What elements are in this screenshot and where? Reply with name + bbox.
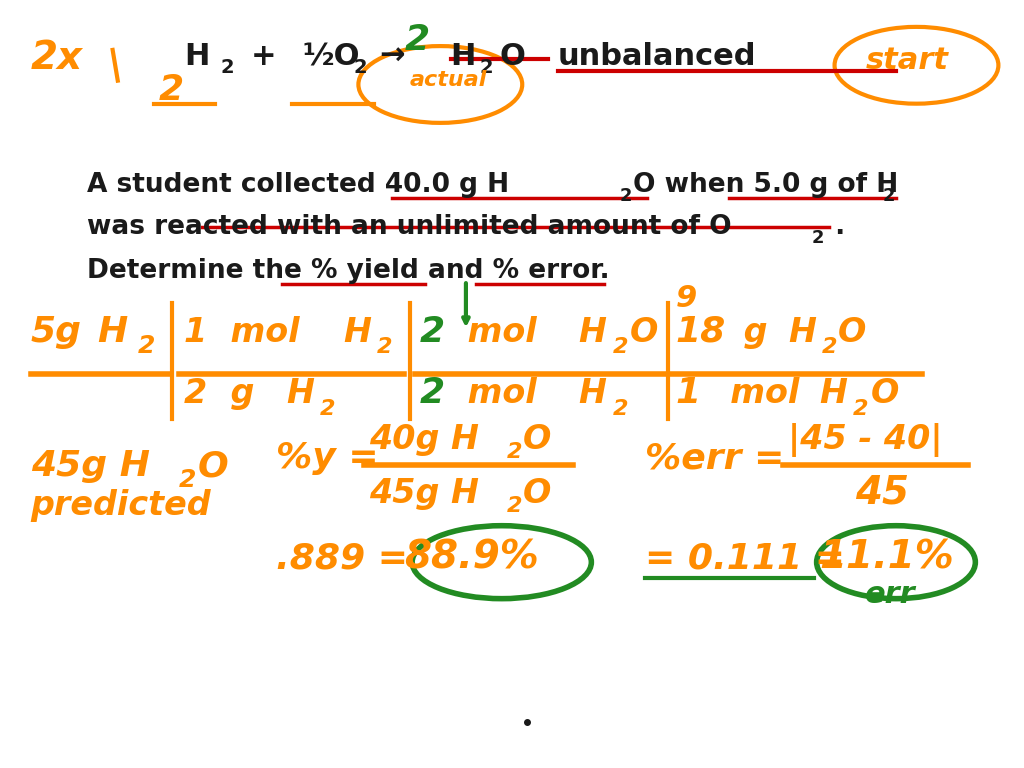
Text: actual: actual xyxy=(410,70,487,90)
Text: 18: 18 xyxy=(676,315,726,349)
Text: O: O xyxy=(523,423,552,456)
Text: 45: 45 xyxy=(855,473,909,511)
Text: 2: 2 xyxy=(420,315,445,349)
Text: O: O xyxy=(630,316,658,349)
Text: Determine the % yield and % error.: Determine the % yield and % error. xyxy=(87,258,609,284)
Text: was reacted with an unlimited amount of O: was reacted with an unlimited amount of … xyxy=(87,214,732,240)
Text: 2: 2 xyxy=(138,334,156,359)
Text: 2: 2 xyxy=(353,58,367,77)
Text: 45g H: 45g H xyxy=(369,477,478,510)
Text: H: H xyxy=(451,42,476,71)
Text: ½O: ½O xyxy=(302,42,359,71)
Text: 2: 2 xyxy=(612,337,628,357)
Text: |45 - 40|: |45 - 40| xyxy=(788,423,943,457)
Text: O: O xyxy=(500,42,525,71)
Text: start: start xyxy=(865,46,948,75)
Text: O when 5.0 g of H: O when 5.0 g of H xyxy=(633,172,898,198)
Text: 2: 2 xyxy=(612,399,628,419)
Text: err: err xyxy=(865,580,915,609)
Text: →: → xyxy=(379,42,404,71)
Text: 45g H: 45g H xyxy=(31,449,150,483)
Text: 5g: 5g xyxy=(31,315,82,349)
Text: 2: 2 xyxy=(159,73,184,107)
Text: 2: 2 xyxy=(812,230,824,247)
Text: .: . xyxy=(826,214,846,240)
Text: 1: 1 xyxy=(676,376,701,410)
Text: H: H xyxy=(343,316,371,349)
Text: 2: 2 xyxy=(507,496,522,516)
Text: 2: 2 xyxy=(420,376,445,410)
Text: mol: mol xyxy=(707,377,799,410)
Text: O: O xyxy=(523,477,552,510)
Text: 88.9%: 88.9% xyxy=(404,538,540,576)
Text: H: H xyxy=(579,316,606,349)
Text: H: H xyxy=(287,377,314,410)
Text: +: + xyxy=(251,42,276,71)
Text: 2: 2 xyxy=(377,337,392,357)
Text: predicted: predicted xyxy=(31,488,211,521)
Text: 2: 2 xyxy=(479,58,493,77)
Text: .889 =: .889 = xyxy=(276,541,409,575)
Text: 2: 2 xyxy=(404,23,430,57)
Text: 2: 2 xyxy=(319,399,335,419)
Text: 2: 2 xyxy=(853,399,868,419)
Text: H: H xyxy=(184,42,210,71)
Text: 2: 2 xyxy=(179,468,197,492)
Text: 2: 2 xyxy=(507,442,522,462)
Text: 40g H: 40g H xyxy=(369,423,478,456)
Text: mol: mol xyxy=(456,377,537,410)
Text: H: H xyxy=(97,315,128,349)
Text: %y =: %y = xyxy=(276,442,379,475)
Text: %err =: %err = xyxy=(645,442,784,475)
Text: 2: 2 xyxy=(620,187,632,205)
Text: 2: 2 xyxy=(883,187,895,205)
Text: mol: mol xyxy=(456,316,537,349)
Text: O: O xyxy=(198,449,228,483)
Text: 1  mol: 1 mol xyxy=(184,316,300,349)
Text: A student collected 40.0 g H: A student collected 40.0 g H xyxy=(87,172,509,198)
Text: 11.1%: 11.1% xyxy=(819,538,954,576)
Text: 2x: 2x xyxy=(31,39,83,77)
Text: unbalanced: unbalanced xyxy=(558,42,757,71)
Text: O: O xyxy=(870,377,899,410)
Text: 2: 2 xyxy=(822,337,838,357)
Text: 2  g: 2 g xyxy=(184,377,255,410)
Text: = 0.111 =: = 0.111 = xyxy=(645,541,845,575)
Text: H: H xyxy=(788,316,816,349)
Text: 2: 2 xyxy=(220,58,233,77)
Text: O: O xyxy=(838,316,866,349)
Text: g: g xyxy=(732,316,768,349)
Text: H: H xyxy=(819,377,847,410)
Text: 9: 9 xyxy=(676,284,697,313)
Text: H: H xyxy=(579,377,606,410)
